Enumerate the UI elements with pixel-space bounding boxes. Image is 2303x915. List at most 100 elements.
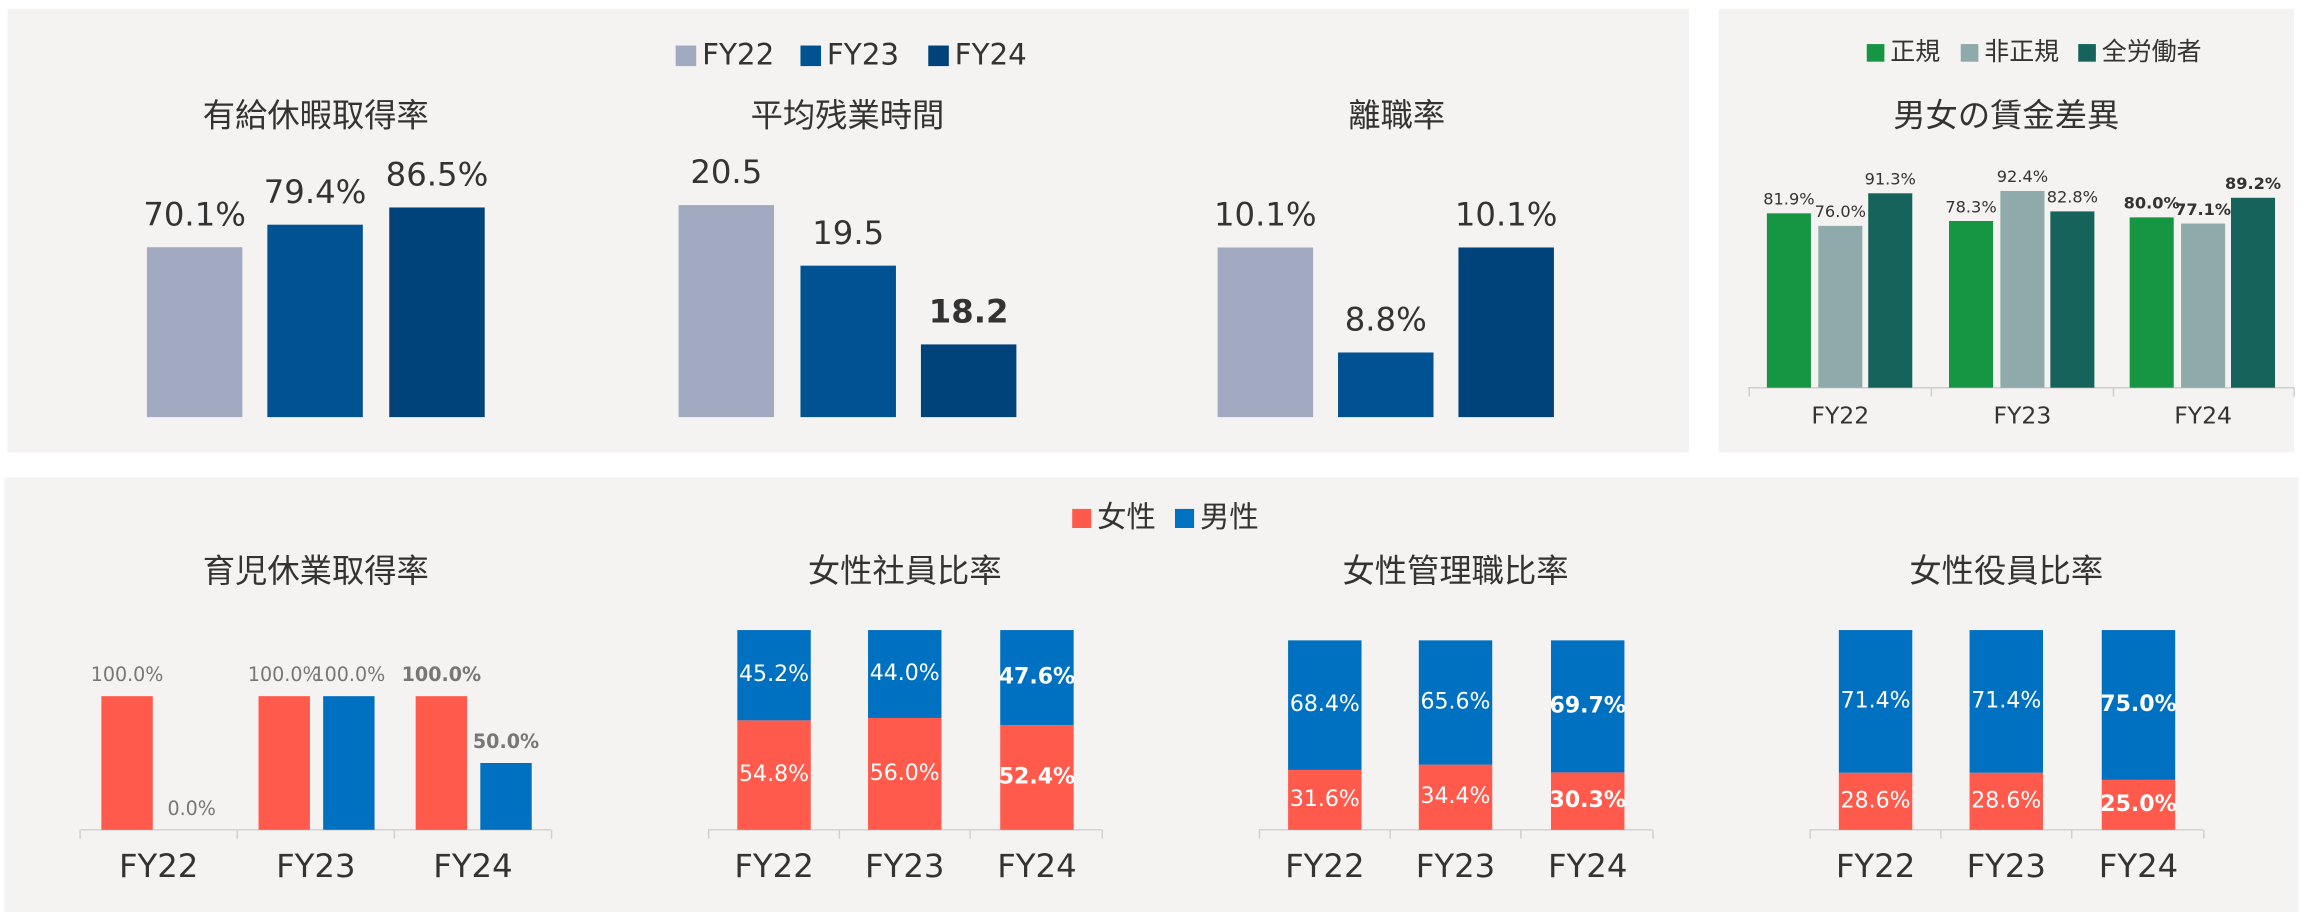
legend-label: 非正規 — [1984, 37, 2059, 66]
data-label: 86.5% — [386, 156, 489, 194]
data-label: 77.1% — [2175, 200, 2231, 219]
data-label: 28.6% — [1971, 788, 2041, 813]
data-label: 47.6% — [999, 665, 1075, 690]
bar — [2050, 211, 2095, 388]
bar-segment — [1550, 772, 1625, 830]
bar-segment — [1288, 769, 1362, 830]
legend-swatch — [1174, 508, 1195, 528]
bar — [2230, 197, 2276, 388]
bar-segment — [737, 630, 811, 721]
legend-swatch — [1072, 508, 1092, 528]
legend-swatch — [800, 45, 822, 67]
data-label: 79.4% — [264, 173, 367, 211]
bar — [480, 762, 532, 830]
chart-title: 男女の賃金差異 — [1893, 96, 2119, 134]
bar — [678, 205, 775, 418]
chart-title: 平均残業時間 — [751, 96, 945, 134]
chart-title: 女性社員比率 — [808, 552, 1002, 590]
data-label: 100.0% — [312, 663, 385, 686]
bar-segment — [1000, 630, 1074, 726]
chart-title: 離職率 — [1348, 96, 1445, 134]
data-label: 19.5 — [812, 214, 884, 252]
bar — [1818, 225, 1863, 388]
chart-title: 女性管理職比率 — [1342, 552, 1568, 590]
data-label: 71.4% — [1841, 688, 1911, 713]
bar-segment — [2101, 779, 2176, 830]
x-tick-label: FY22 — [1811, 402, 1869, 430]
legend-swatch — [1960, 44, 1979, 62]
legend-label: 男性 — [1200, 500, 1259, 534]
legend-swatch — [675, 45, 697, 67]
bar-segment — [1969, 772, 2044, 830]
bar — [1338, 352, 1434, 418]
bar-segment — [1969, 630, 2044, 773]
data-label: 44.0% — [870, 661, 940, 686]
legend-label: 正規 — [1890, 37, 1940, 66]
bar — [1949, 220, 1994, 388]
data-label: 20.5 — [690, 153, 762, 191]
data-label: 100.0% — [248, 663, 321, 686]
legend-swatch — [2078, 44, 2096, 62]
bar — [1217, 247, 1314, 418]
bar — [389, 207, 485, 418]
bar-segment — [1550, 640, 1625, 773]
chart-title: 女性役員比率 — [1909, 552, 2103, 590]
x-tick-label: FY23 — [1994, 402, 2052, 430]
bar — [2000, 190, 2045, 388]
bar — [146, 247, 243, 418]
bar-segment — [2101, 630, 2176, 780]
data-label: 76.0% — [1815, 202, 1866, 221]
data-label: 91.3% — [1865, 170, 1916, 189]
x-tick-label: FY24 — [2174, 402, 2232, 430]
bar — [2181, 223, 2226, 388]
x-tick-label: FY24 — [997, 847, 1076, 885]
bar-segment — [1000, 725, 1074, 830]
data-label: 34.4% — [1421, 784, 1491, 809]
bar — [258, 696, 310, 830]
x-tick-label: FY23 — [276, 847, 355, 885]
x-tick-label: FY22 — [119, 847, 198, 885]
x-tick-label: FY22 — [1836, 847, 1915, 885]
data-label: 10.1% — [1455, 196, 1558, 234]
bar — [2129, 217, 2174, 388]
bar — [323, 696, 375, 830]
bar-segment — [1418, 640, 1493, 765]
data-label: 25.0% — [2100, 792, 2176, 817]
x-tick-label: FY22 — [734, 847, 813, 885]
data-label: 8.8% — [1345, 301, 1427, 339]
data-label: 31.6% — [1290, 787, 1360, 812]
bar-segment — [737, 720, 811, 830]
bar — [920, 344, 1017, 418]
chart-title: 有給休暇取得率 — [203, 96, 429, 134]
legend-label: FY23 — [827, 37, 899, 71]
x-tick-label: FY23 — [1416, 847, 1495, 885]
data-label: 50.0% — [473, 730, 539, 753]
data-label: 78.3% — [1945, 197, 1996, 216]
bar-segment — [1288, 640, 1362, 770]
x-tick-label: FY24 — [1548, 847, 1627, 885]
legend-label: FY22 — [702, 37, 774, 71]
data-label: 71.4% — [1971, 688, 2041, 713]
data-label: 45.2% — [739, 662, 809, 687]
x-tick-label: FY24 — [2099, 847, 2178, 885]
data-label: 82.8% — [2047, 188, 2098, 207]
legend-label: FY24 — [955, 37, 1027, 71]
legend-label: 女性 — [1097, 500, 1156, 534]
data-label: 89.2% — [2225, 174, 2281, 193]
data-label: 70.1% — [143, 195, 246, 233]
bar-segment — [1418, 764, 1493, 830]
x-tick-label: FY23 — [1967, 847, 2046, 885]
chart-title: 育児休業取得率 — [203, 552, 429, 590]
legend-swatch — [928, 45, 949, 67]
bar — [267, 224, 363, 418]
legend-swatch — [1866, 44, 1885, 62]
legend-label: 全労働者 — [2102, 37, 2202, 66]
x-tick-label: FY22 — [1285, 847, 1364, 885]
bar-segment — [868, 630, 942, 718]
x-tick-label: FY23 — [865, 847, 944, 885]
data-label: 54.8% — [739, 762, 809, 787]
bar — [1458, 247, 1554, 418]
data-label: 28.6% — [1841, 788, 1911, 813]
